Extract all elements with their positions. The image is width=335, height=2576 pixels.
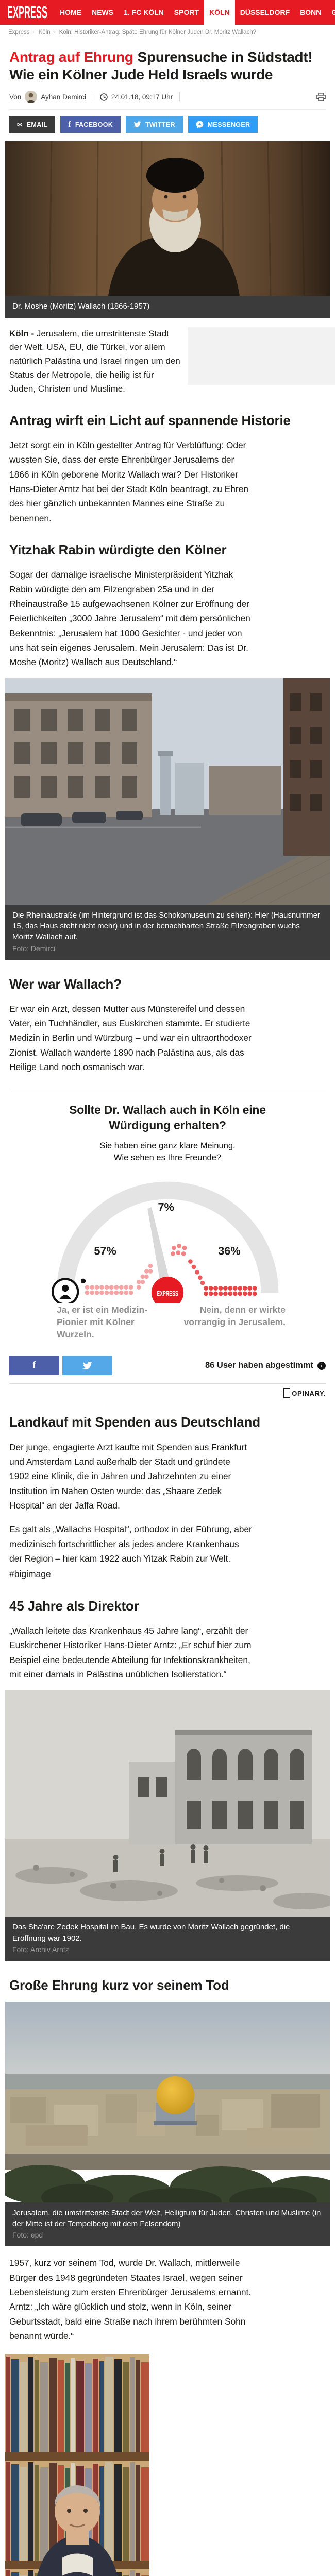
figure-street: Die Rheinaustraße (im Hintergrund ist da…: [5, 677, 330, 960]
share-facebook-button[interactable]: f FACEBOOK: [60, 116, 121, 133]
hospital-credit: Foto: Archiv Arntz: [12, 1945, 69, 1954]
nav-item-sport[interactable]: SPORT: [174, 8, 199, 16]
gauge-user-icon: [51, 1278, 79, 1303]
breadcrumb-koeln[interactable]: Köln: [38, 29, 51, 36]
article-headline: Antrag auf Ehrung Spurensuche in Südstadt…: [0, 40, 335, 86]
section4-paragraph1: Der junge, engagierte Arzt kaufte mit Sp…: [9, 1442, 247, 1511]
nav-item-girls[interactable]: GIRLS: [331, 8, 335, 16]
jerusalem-caption: Jerusalem, die umstrittenste Stadt der W…: [5, 2202, 330, 2247]
opinary-branding[interactable]: OPINARY.: [9, 1383, 326, 1398]
poll-gauge[interactable]: 57% 7% 36% EXPRESS: [9, 1168, 326, 1303]
intro-row: Köln - Jerusalem, die umstrittenste Stad…: [9, 327, 335, 396]
breadcrumb-express[interactable]: Express: [8, 29, 30, 36]
nav-item-news[interactable]: NEWS: [92, 8, 113, 16]
street-caption: Die Rheinaustraße (im Hintergrund ist da…: [5, 904, 330, 960]
jerusalem-credit: Foto: epd: [12, 2231, 43, 2240]
headline-kicker: Antrag auf Ehrung: [9, 49, 133, 65]
portrait-photo: [5, 141, 330, 296]
opinion-poll-widget: Sollte Dr. Wallach auch in Köln eine Wür…: [9, 1089, 326, 1398]
messenger-icon: [196, 121, 204, 128]
nav-item-duesseldorf[interactable]: DÜSSELDORF: [240, 8, 290, 16]
ad-placeholder: [188, 327, 335, 385]
nav-item-fc-koeln[interactable]: 1. FC KÖLN: [124, 8, 164, 16]
hospital-photo: [5, 1690, 330, 1917]
author-avatar[interactable]: [25, 91, 38, 104]
opinary-icon: [283, 1388, 290, 1398]
twitter-icon: [133, 121, 142, 128]
jerusalem-photo: [5, 2001, 330, 2202]
publish-date: 24.01.18, 09:17 Uhr: [111, 93, 173, 101]
section5-paragraph: „Wallach leitete das Krankenhaus 45 Jahr…: [9, 1625, 252, 1680]
section3-heading: Wer war Wallach?: [9, 976, 122, 992]
poll-vote-count: 86 User haben abgestimmt i: [205, 1361, 326, 1370]
street-photo: [5, 677, 330, 905]
share-bar: ✉ EMAIL f FACEBOOK TWITTER MESSENGER: [9, 116, 326, 133]
poll-share-facebook[interactable]: f: [9, 1356, 59, 1376]
share-twitter-button[interactable]: TWITTER: [126, 116, 183, 133]
portrait-caption: Dr. Moshe (Moritz) Wallach (1866-1957): [5, 296, 330, 318]
facebook-icon: f: [32, 1360, 36, 1371]
gauge-dots: [85, 1244, 257, 1296]
section2-paragraph: Sogar der damalige israelische Ministerp…: [9, 569, 250, 668]
print-icon: [316, 92, 326, 101]
intro-paragraph: Köln - Jerusalem, die umstrittenste Stad…: [9, 328, 180, 394]
hospital-caption: Das Sha'are Zedek Hospital im Bau. Es wu…: [5, 1917, 330, 1961]
section4-paragraph2: Es galt als „Wallachs Hospital“, orthodo…: [9, 1524, 252, 1564]
gauge-needle[interactable]: [147, 1207, 173, 1294]
headline-title: Spurensuche in Südstadt! Wie ein Kölner …: [9, 49, 313, 83]
twitter-icon: [82, 1362, 92, 1369]
share-messenger-button[interactable]: MESSENGER: [188, 116, 258, 133]
figure-portrait: Dr. Moshe (Moritz) Wallach (1866-1957): [5, 141, 330, 318]
nav-item-koeln-active[interactable]: KÖLN: [204, 0, 235, 25]
poll-answers: Ja, er ist ein Medizin-Pionier mit Kölne…: [57, 1304, 286, 1341]
street-credit: Foto: Demirci: [12, 944, 56, 953]
clock-icon: [100, 93, 108, 101]
intro-location: Köln -: [9, 328, 35, 338]
breadcrumb-article: Köln: Historiker-Antrag: Späte Ehrung fü…: [59, 29, 257, 36]
section1-heading: Antrag wirft ein Licht auf spannende His…: [9, 412, 291, 428]
print-button[interactable]: [316, 92, 326, 101]
avatar-image: [25, 91, 38, 104]
info-icon[interactable]: i: [317, 1361, 326, 1370]
section4-heading: Landkauf mit Spenden aus Deutschland: [9, 1414, 260, 1430]
svg-text:EXPRESS: EXPRESS: [157, 1290, 178, 1298]
poll-answer-yes[interactable]: Ja, er ist ein Medizin-Pionier mit Kölne…: [57, 1304, 148, 1340]
gauge-no-pct: 36%: [218, 1245, 240, 1258]
poll-question: Sollte Dr. Wallach auch in Köln eine Wür…: [69, 1103, 266, 1132]
facebook-icon: f: [68, 120, 71, 129]
breadcrumb: Express › Köln › Köln: Historiker-Antrag: …: [0, 25, 335, 40]
historian-portrait-shapes: [37, 2485, 118, 2576]
author-name[interactable]: Ayhan Demirci: [41, 93, 86, 101]
section6-heading: Große Ehrung kurz vor seinem Tod: [9, 1977, 229, 1993]
gauge-marker-dot: [80, 1279, 86, 1284]
top-navigation-bar: EXPRESS HOME NEWS 1. FC KÖLN SPORT KÖLN …: [0, 0, 335, 25]
poll-share-twitter[interactable]: [62, 1356, 112, 1376]
bigimage-tag: #bigimage: [9, 1569, 51, 1580]
section6-paragraph: 1957, kurz vor seinem Tod, wurde Dr. Wal…: [9, 2258, 252, 2342]
byline-prefix: Von: [9, 93, 22, 101]
figure-jerusalem: Jerusalem, die umstrittenste Stadt der W…: [5, 2001, 330, 2247]
nav-item-home[interactable]: HOME: [60, 8, 81, 16]
gauge-neutral-pct: 7%: [158, 1201, 174, 1214]
poll-answer-no[interactable]: Nein, denn er wirkte vorrangig in Jerusa…: [183, 1304, 286, 1328]
section1-paragraph: Jetzt sorgt ein in Köln gestellter Antra…: [9, 440, 248, 523]
poll-footer: f 86 User haben abgestimmt i: [9, 1356, 326, 1376]
figure-historian: Der Historiker Hans-Dieter Arntz Foto: p…: [5, 2354, 149, 2576]
express-logo-text: EXPRESS: [7, 3, 47, 22]
section3-paragraph: Er war ein Arzt, dessen Mutter aus Münst…: [9, 1003, 252, 1073]
main-nav: HOME NEWS 1. FC KÖLN SPORT KÖLN DÜSSELDO…: [55, 0, 335, 25]
nav-item-bonn[interactable]: BONN: [300, 8, 322, 16]
express-logo[interactable]: EXPRESS: [7, 0, 55, 25]
gauge-yes-pct: 57%: [94, 1245, 116, 1258]
share-email-button[interactable]: ✉ EMAIL: [9, 116, 56, 133]
section2-heading: Yitzhak Rabin würdigte den Kölner: [9, 542, 227, 558]
figure-hospital: Das Sha'are Zedek Hospital im Bau. Es wu…: [5, 1690, 330, 1961]
byline-row: Von Ayhan Demirci 24.01.18, 09:17 Uhr: [9, 91, 326, 110]
section5-heading: 45 Jahre als Direktor: [9, 1598, 139, 1614]
poll-subtitle: Sie haben eine ganz klare Meinung. Wie s…: [99, 1141, 236, 1163]
historian-photo: [5, 2354, 149, 2576]
email-icon: ✉: [17, 121, 23, 129]
gauge-express-badge: EXPRESS: [151, 1277, 184, 1303]
